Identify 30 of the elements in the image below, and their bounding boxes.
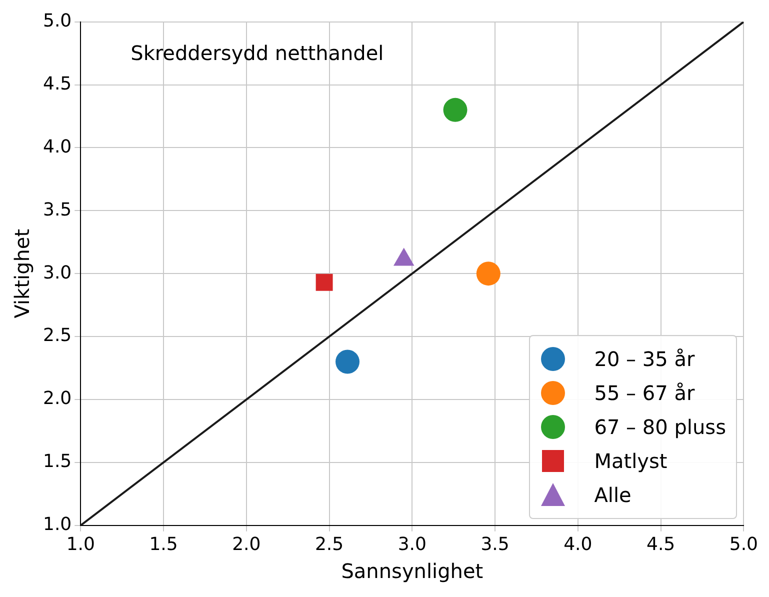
point: [476, 262, 500, 286]
legend-label: Alle: [594, 483, 632, 507]
x-tick-label: 1.5: [149, 534, 178, 555]
x-tick-label: 3.5: [480, 534, 510, 555]
y-tick-label: 3.5: [42, 199, 72, 220]
y-tick-label: 4.0: [42, 136, 72, 158]
y-tick-label: 2.0: [42, 388, 72, 410]
y-tick-label: 4.5: [42, 73, 72, 94]
y-tick-label: 1.0: [42, 514, 72, 536]
x-axis-title: Sannsynlighet: [341, 559, 484, 584]
y-tick-label: 5.0: [42, 10, 72, 32]
x-tick-label: 2.5: [314, 534, 344, 555]
x-tick-label: 1.0: [66, 534, 95, 555]
legend-label: 55 – 67 år: [594, 381, 695, 405]
legend-label: 20 – 35 år: [594, 347, 695, 371]
y-tick-label: 3.0: [42, 262, 72, 284]
x-tick-label: 5.0: [729, 534, 758, 555]
point: [316, 274, 333, 291]
x-tick-label: 3.0: [398, 534, 426, 555]
y-tick-label: 2.5: [42, 325, 72, 346]
legend-label: 67 – 80 pluss: [594, 415, 726, 439]
legend-label: Matlyst: [594, 449, 668, 473]
x-tick-label: 2.0: [232, 534, 261, 555]
x-tick-label: 4.0: [564, 534, 592, 555]
x-tick-label: 4.5: [646, 534, 676, 555]
point: [443, 98, 468, 122]
annotation: Skreddersydd netthandel: [130, 41, 384, 66]
y-tick-label: 1.5: [42, 451, 72, 472]
point: [336, 350, 360, 374]
y-axis-title: Viktighet: [10, 228, 34, 318]
